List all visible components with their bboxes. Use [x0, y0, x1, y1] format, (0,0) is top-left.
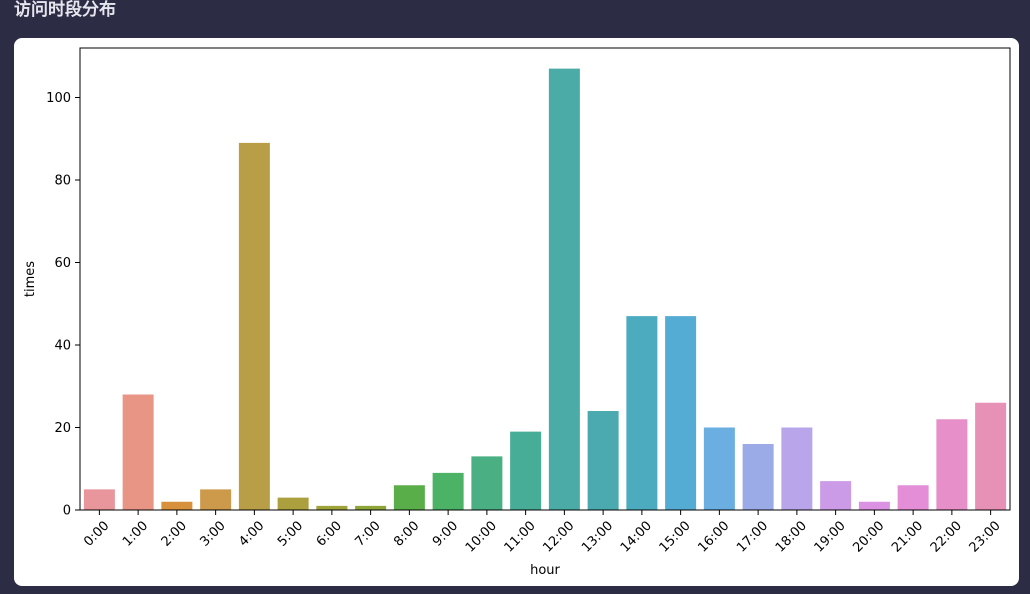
x-tick-label: 22:00 [928, 518, 965, 555]
bar-6:00 [316, 505, 348, 510]
x-tick-label: 18:00 [773, 518, 810, 555]
x-axis: 0:00 1:00 2:00 3:00 4:00 5:00 6:00 7:00 8:00 9:00… [81, 510, 1004, 556]
x-tick-label: 13:00 [579, 518, 616, 555]
x-tick-label: 20:00 [850, 518, 887, 555]
y-tick-label: 100 [46, 91, 71, 106]
y-tick-label: 0 [63, 504, 71, 519]
y-axis: 0 20 40 60 80 100 [46, 91, 80, 519]
x-tick-label: 9:00 [430, 518, 461, 549]
x-tick-label: 19:00 [812, 518, 849, 555]
bar-2:00 [161, 501, 193, 510]
x-tick-label: 7:00 [352, 518, 383, 549]
bar-9:00 [432, 472, 464, 510]
y-tick-label: 80 [54, 174, 71, 189]
x-tick-label: 10:00 [463, 518, 500, 555]
x-tick-label: 4:00 [236, 518, 267, 549]
x-tick-label: 5:00 [275, 518, 306, 549]
x-tick-label: 1:00 [120, 518, 151, 549]
x-tick-label: 0:00 [81, 518, 112, 549]
y-tick-label: 20 [54, 421, 71, 436]
bar-21:00 [897, 485, 929, 510]
x-axis-label: hour [530, 563, 560, 578]
x-tick-label: 3:00 [197, 518, 228, 549]
x-tick-label: 16:00 [695, 518, 732, 555]
bar-14:00 [626, 316, 658, 510]
x-tick-label: 23:00 [967, 518, 1004, 555]
bar-0:00 [83, 489, 115, 510]
bar-22:00 [936, 419, 968, 510]
page-title: 访问时段分布 [14, 0, 116, 20]
x-tick-label: 11:00 [502, 518, 539, 555]
bar-20:00 [858, 501, 890, 510]
plot-frame [79, 47, 1011, 511]
x-tick-label: 2:00 [159, 518, 190, 549]
bar-19:00 [820, 481, 852, 510]
x-tick-label: 6:00 [314, 518, 345, 549]
bar-3:00 [200, 489, 232, 510]
bar-15:00 [665, 316, 697, 510]
x-tick-label: 21:00 [889, 518, 926, 555]
x-tick-label: 12:00 [540, 518, 577, 555]
bar-8:00 [393, 485, 425, 510]
x-tick-label: 14:00 [618, 518, 655, 555]
bar-17:00 [742, 444, 774, 510]
bar-18:00 [781, 427, 813, 510]
y-tick-label: 40 [54, 339, 71, 354]
bar-12:00 [548, 68, 580, 510]
bar-16:00 [703, 427, 735, 510]
x-tick-label: 8:00 [391, 518, 422, 549]
x-tick-label: 15:00 [657, 518, 694, 555]
bar-7:00 [355, 505, 387, 510]
y-tick-label: 60 [54, 256, 71, 271]
chart-card: 0 20 40 60 80 100 0:00 1:00 2:00 3:00 4:00 5:00 6:0… [14, 38, 1019, 586]
bar-23:00 [975, 402, 1007, 510]
bars-group [83, 68, 1007, 510]
bar-1:00 [122, 394, 154, 510]
bar-10:00 [471, 456, 503, 510]
bar-11:00 [510, 431, 542, 510]
bar-4:00 [238, 142, 270, 510]
bar-chart: 0 20 40 60 80 100 0:00 1:00 2:00 3:00 4:00 5:00 6:0… [23, 47, 1011, 578]
y-axis-label: times [23, 261, 38, 297]
x-tick-label: 17:00 [734, 518, 771, 555]
bar-5:00 [277, 497, 309, 510]
bar-13:00 [587, 411, 619, 510]
